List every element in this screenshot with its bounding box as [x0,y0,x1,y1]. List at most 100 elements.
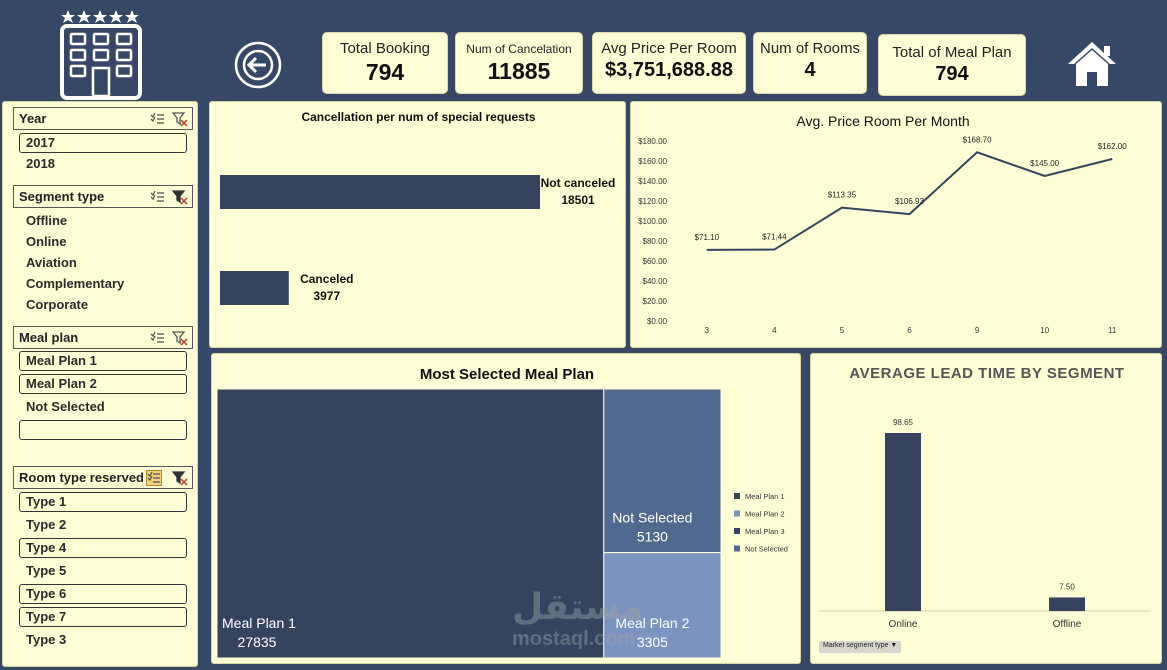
x-tick-label: 4 [772,326,777,335]
multi-select-icon[interactable] [146,470,162,486]
series-line [706,151,1113,251]
slicer-item-room-type[interactable]: Type 4 [19,538,187,558]
treemap-value-label: 3305 [637,634,668,650]
slicer-item-room-type[interactable]: Type 6 [19,584,187,604]
cancellation-bar-chart: Not canceled 18501 Canceled 3977 [220,175,616,305]
legend-label: Meal Plan 3 [745,527,785,536]
treemap-tile [216,388,605,659]
legend-swatch [734,510,740,517]
slicer-title: Meal plan [19,330,79,345]
data-label: $71.44 [762,233,787,242]
treemap-value-label: 5130 [637,529,668,545]
slicer-item-segment[interactable]: Online [26,234,67,249]
slicer-item-segment[interactable]: Aviation [26,255,77,270]
data-label: 7.50 [1059,582,1075,591]
multi-select-icon[interactable] [150,111,166,127]
bar [220,175,540,209]
legend-swatch [734,545,740,552]
treemap-category-label: Meal Plan 1 [222,615,296,631]
market-segment-dropdown[interactable]: Market segment type ▼ [819,641,902,653]
kpi-total-booking: Total Booking 794 [322,32,448,94]
avg-price-line-chart: $0.00 $20.00 $40.00 $60.00 $80.00 $100.00 $120… [638,135,1127,335]
data-label: $71.10 [695,233,720,242]
data-label: $162.00 [1098,142,1127,151]
x-tick-label: 3 [705,326,710,335]
kpi-value: 794 [935,63,969,85]
slicer-item-year[interactable]: 2017 [19,133,187,153]
chart-title: AVERAGE LEAD TIME BY SEGMENT [849,365,1125,382]
chevron-down-icon: ▼ [890,642,898,649]
legend-label: Meal Plan 2 [745,510,785,519]
data-label: $106.93 [895,197,924,206]
slicer-panel: Year 2017 2018 Segment type Offline Onli… [2,101,198,667]
chart-title: Avg. Price Room Per Month [796,113,970,129]
slicer-title: Room type reserved [19,470,144,485]
clear-filter-icon[interactable] [171,470,188,486]
slicer-item-segment[interactable]: Offline [26,213,68,228]
slicer-header-meal-plan: Meal plan [13,326,193,349]
bar-value-label: 18501 [561,193,595,207]
treemap-category-label: Meal Plan 2 [615,615,689,631]
kpi-label: Total of Meal Plan [892,44,1012,61]
kpi-label: Num of Cancelation [466,42,572,56]
y-tick-label: $140.00 [638,177,667,186]
treemap-tile [603,552,722,659]
data-label: $168.70 [963,135,992,144]
bar [220,271,289,305]
dropdown-label: Market segment type [823,642,889,649]
y-tick-label: $160.00 [638,157,667,166]
multi-select-icon[interactable] [150,330,166,346]
watermark: مستقل mostaql.com [512,588,662,658]
data-label: $145.00 [1030,159,1059,168]
y-tick-label: $100.00 [638,217,667,226]
lead-time-bar-chart: 98.65 Online 7.50 Offline [819,418,1151,630]
back-arrow-icon[interactable] [233,40,283,90]
slicer-item-room-type[interactable]: Type 3 [26,632,67,647]
kpi-label: Num of Rooms [759,40,861,57]
kpi-value: 4 [804,59,816,81]
treemap-category-label: Not Selected [612,510,692,526]
multi-select-icon[interactable] [150,189,166,205]
slicer-item-meal-plan[interactable]: Meal Plan 2 [19,374,187,394]
x-tick-label: Offline [1053,619,1082,630]
bar-value-label: 3977 [313,289,340,303]
kpi-label: Avg Price Per Room [601,40,737,57]
meal-plan-treemap: Meal Plan 1 27835 Not Selected 5130 Meal Pla… [216,388,788,659]
watermark-latin: mostaql.com [512,628,636,650]
slicer-item-segment[interactable]: Complementary [26,276,125,291]
kpi-label: Total Booking [339,40,431,57]
kpi-value: $3,751,688.88 [605,59,733,81]
clear-filter-icon[interactable] [171,330,188,346]
kpi-total-meal-plan: Total of Meal Plan 794 [878,34,1026,96]
y-tick-label: $40.00 [643,277,668,286]
slicer-item-meal-plan[interactable] [19,420,187,440]
slicer-item-segment[interactable]: Corporate [26,297,89,312]
slicer-item-meal-plan[interactable]: Not Selected [26,399,105,414]
kpi-avg-price-per-room: Avg Price Per Room $3,751,688.88 [592,32,746,94]
clear-filter-icon[interactable] [171,111,188,127]
slicer-header-room-type: Room type reserved [13,466,193,489]
y-tick-label: $180.00 [638,137,667,146]
home-icon[interactable] [1066,40,1118,88]
slicer-title: Segment type [19,189,105,204]
y-tick-label: $0.00 [647,317,668,326]
meal-plan-treemap-panel: Most Selected Meal Plan Meal Plan 1 27835… [211,353,801,664]
y-tick-label: $20.00 [643,297,668,306]
slicer-item-room-type[interactable]: Type 2 [26,517,67,532]
y-tick-label: $60.00 [643,257,668,266]
slicer-item-room-type[interactable]: Type 7 [19,607,187,627]
chart-title: Most Selected Meal Plan [419,366,595,383]
clear-filter-icon[interactable] [171,189,188,205]
slicer-item-room-type[interactable]: Type 1 [19,492,187,512]
bar-category-label: Canceled [300,272,353,286]
slicer-item-year[interactable]: 2018 [26,156,55,171]
bar [885,433,921,611]
slicer-item-meal-plan[interactable]: Meal Plan 1 [19,351,187,371]
bar-category-label: Not canceled [541,176,616,190]
legend-label: Not Selected [745,545,788,554]
slicer-item-room-type[interactable]: Type 5 [26,563,67,578]
avg-price-chart-panel: Avg. Price Room Per Month $0.00 $20.00 $40… [630,101,1162,348]
x-tick-label: 11 [1108,326,1117,335]
watermark-arabic: مستقل [512,587,644,628]
hotel-building-icon [56,6,146,100]
